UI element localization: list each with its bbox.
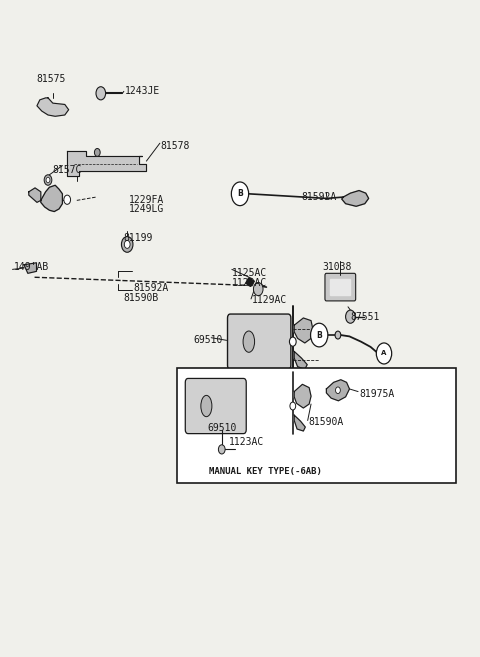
Circle shape xyxy=(121,237,133,252)
Polygon shape xyxy=(41,185,62,212)
Polygon shape xyxy=(294,384,311,408)
FancyBboxPatch shape xyxy=(325,273,356,301)
FancyBboxPatch shape xyxy=(177,368,456,483)
Text: 1129AC: 1129AC xyxy=(252,295,287,306)
Text: MANUAL KEY TYPE(-6AB): MANUAL KEY TYPE(-6AB) xyxy=(209,467,322,476)
Text: 81590B: 81590B xyxy=(124,293,159,304)
Text: 8157C: 8157C xyxy=(53,164,82,175)
Circle shape xyxy=(95,148,100,156)
Text: 149'AB: 149'AB xyxy=(13,261,48,272)
Text: 81578: 81578 xyxy=(161,141,190,151)
Polygon shape xyxy=(342,191,369,206)
Circle shape xyxy=(376,343,392,364)
Polygon shape xyxy=(330,279,350,295)
Circle shape xyxy=(44,175,52,185)
Text: 81590A: 81590A xyxy=(309,417,344,427)
Circle shape xyxy=(253,283,263,296)
Text: 81575: 81575 xyxy=(36,74,65,84)
FancyBboxPatch shape xyxy=(185,378,246,434)
Polygon shape xyxy=(37,98,69,116)
Circle shape xyxy=(64,195,71,204)
Text: 1249LG: 1249LG xyxy=(129,204,164,214)
Polygon shape xyxy=(294,318,313,343)
Polygon shape xyxy=(24,263,36,273)
Text: 81592A: 81592A xyxy=(301,192,336,202)
Polygon shape xyxy=(294,415,305,431)
Text: B: B xyxy=(316,330,322,340)
Text: A: A xyxy=(381,350,387,357)
Circle shape xyxy=(46,177,50,183)
Circle shape xyxy=(346,310,355,323)
Circle shape xyxy=(218,445,225,454)
Text: 69510: 69510 xyxy=(193,335,222,346)
Text: 81975A: 81975A xyxy=(359,389,394,399)
Polygon shape xyxy=(326,380,349,401)
Text: 31038: 31038 xyxy=(323,261,352,272)
Ellipse shape xyxy=(243,331,254,352)
Circle shape xyxy=(96,87,106,100)
Text: 1125AC: 1125AC xyxy=(232,268,267,279)
Circle shape xyxy=(289,337,296,346)
Circle shape xyxy=(290,402,296,410)
Text: 81199: 81199 xyxy=(124,233,153,243)
Text: 1123AC: 1123AC xyxy=(228,436,264,447)
Polygon shape xyxy=(294,351,307,369)
Text: 69510: 69510 xyxy=(207,423,237,434)
Circle shape xyxy=(231,182,249,206)
Polygon shape xyxy=(29,188,41,202)
Text: 87551: 87551 xyxy=(350,311,380,322)
Text: B: B xyxy=(237,189,243,198)
Circle shape xyxy=(311,323,328,347)
Circle shape xyxy=(336,387,340,394)
Polygon shape xyxy=(246,278,254,286)
Text: 1129AC: 1129AC xyxy=(232,277,267,288)
FancyBboxPatch shape xyxy=(228,314,291,369)
Polygon shape xyxy=(67,151,146,176)
Text: 1243JE: 1243JE xyxy=(125,85,160,96)
Text: 1229FA: 1229FA xyxy=(129,194,164,205)
Circle shape xyxy=(335,331,341,339)
Ellipse shape xyxy=(201,396,212,417)
Circle shape xyxy=(124,240,130,248)
Text: 81592A: 81592A xyxy=(133,283,168,293)
